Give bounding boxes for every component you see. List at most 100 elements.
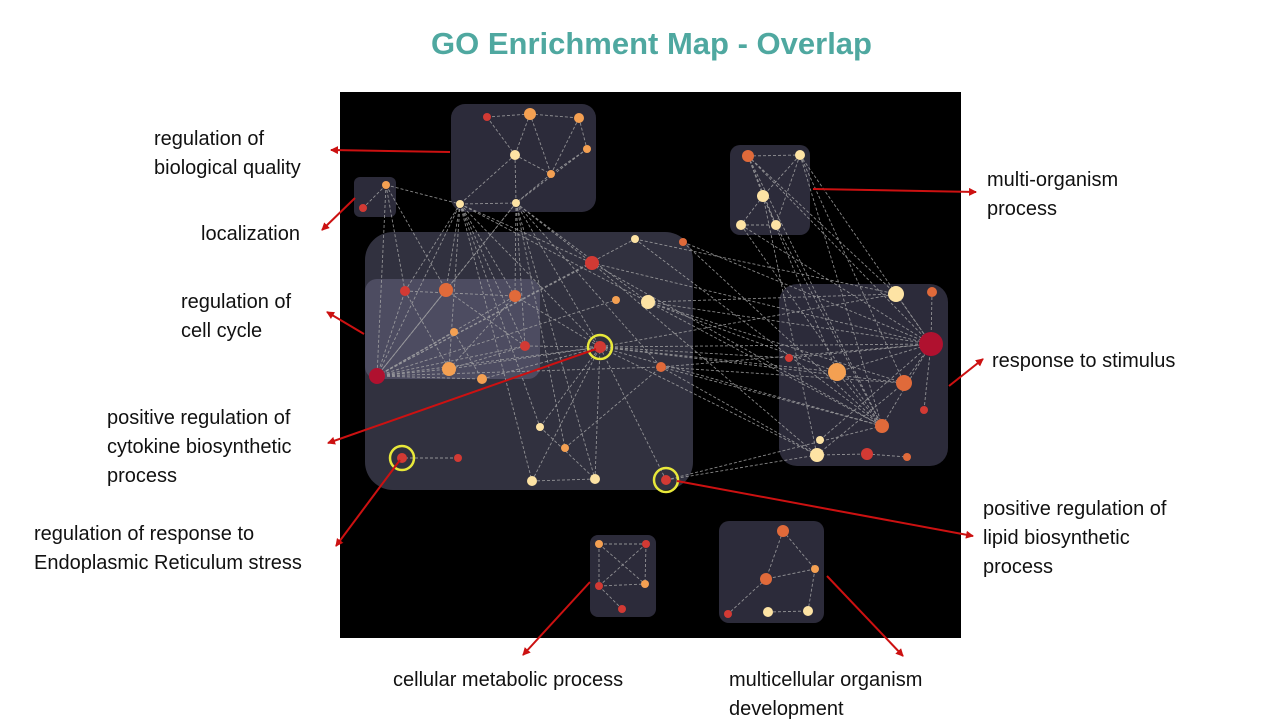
network-edge [782,530,816,570]
network-edge [486,113,531,118]
arrow-biological-quality [330,146,451,155]
network-edge [362,184,387,209]
highlight-rings [388,333,680,494]
cluster-cellular-metabolic [590,535,656,617]
network-edge [660,366,905,384]
network-node [631,235,639,243]
network-node [382,181,390,189]
network-edge [515,202,601,348]
network-node [757,190,769,202]
network-edge [647,301,883,427]
network-edge [634,238,897,295]
network-node [927,287,937,297]
network-node [450,328,458,336]
network-node [524,108,536,120]
network-edge [515,202,566,449]
network-node [612,296,620,304]
network-node [590,474,600,484]
network-node [583,145,591,153]
network-edge [515,202,596,480]
network-edge [665,454,818,481]
network-node [574,113,584,123]
network-edge [747,155,932,345]
network-edge [376,366,662,377]
network-edge [591,262,932,345]
network-edge [807,568,816,612]
cluster-multicellular [719,521,824,623]
network-edge [459,203,601,348]
arrow-cellular-metabolic [522,581,591,656]
network-node [585,256,599,270]
network-edge [765,568,816,580]
network-edge [599,346,905,384]
network-edge [819,343,932,441]
label-cellular-metabolic: cellular metabolic process [393,669,624,691]
network-edge [727,578,767,615]
network-node [442,362,456,376]
network-edge [647,301,932,345]
network-edge [486,116,516,156]
network-node [919,332,943,356]
network-edge [515,202,662,368]
network-edge [376,375,483,380]
network-edge [448,345,526,370]
network-node [861,448,873,460]
network-edge [459,203,533,482]
network-edge [634,238,883,427]
network-node [763,607,773,617]
network-edge [514,154,552,175]
network-node [771,220,781,230]
network-edge [550,117,580,175]
label-biological-quality: regulation of biological quality [154,128,301,179]
nodes [359,108,943,618]
network-edge [740,195,764,226]
network-edge [644,543,647,585]
arrow-multi-organism [812,187,977,196]
network-edge [514,113,531,156]
network-node [642,540,650,548]
network-node [795,150,805,160]
network-edge [747,155,883,427]
label-cytokine: positive regulation of cytokine biosynth… [107,407,292,487]
label-stimulus: response to stimulus [992,350,1176,372]
network-node [641,295,655,309]
arrow-localization [321,197,356,231]
highlight-er-stress-node [388,444,416,472]
network-edge [765,530,784,580]
network-edge [376,299,617,377]
label-localization: localization [201,223,300,245]
network-node [828,363,846,381]
network-node [816,436,824,444]
network-edge [591,262,818,456]
network-edge [385,184,447,291]
arrow-er-stress [335,459,401,547]
network-edge [799,154,905,384]
label-cell-cycle: regulation of cell cycle [181,291,292,342]
network-node [875,419,889,433]
network-edge [459,203,593,264]
network-edge [775,154,801,226]
network-node [512,199,520,207]
network-edge [515,202,526,347]
label-multicellular: multicellular organism development [729,669,923,720]
network-edge [660,366,883,427]
network-node [888,286,904,302]
network-edge [682,241,883,427]
network-edge [376,184,387,377]
network-edge [767,610,809,613]
network-node [903,453,911,461]
network-edge [448,295,516,370]
network-edge [599,346,818,456]
network-node [594,341,606,353]
network-node [661,475,671,485]
network-edge [836,343,932,373]
network-edge [594,346,601,480]
network-edge [376,345,526,377]
edges [362,113,933,615]
network-node [510,150,520,160]
network-edge [598,583,646,587]
network-edge [599,293,897,348]
label-er-stress: regulation of response to Endoplasmic Re… [34,523,302,574]
network-edge [740,224,883,427]
network-edge [598,543,647,587]
